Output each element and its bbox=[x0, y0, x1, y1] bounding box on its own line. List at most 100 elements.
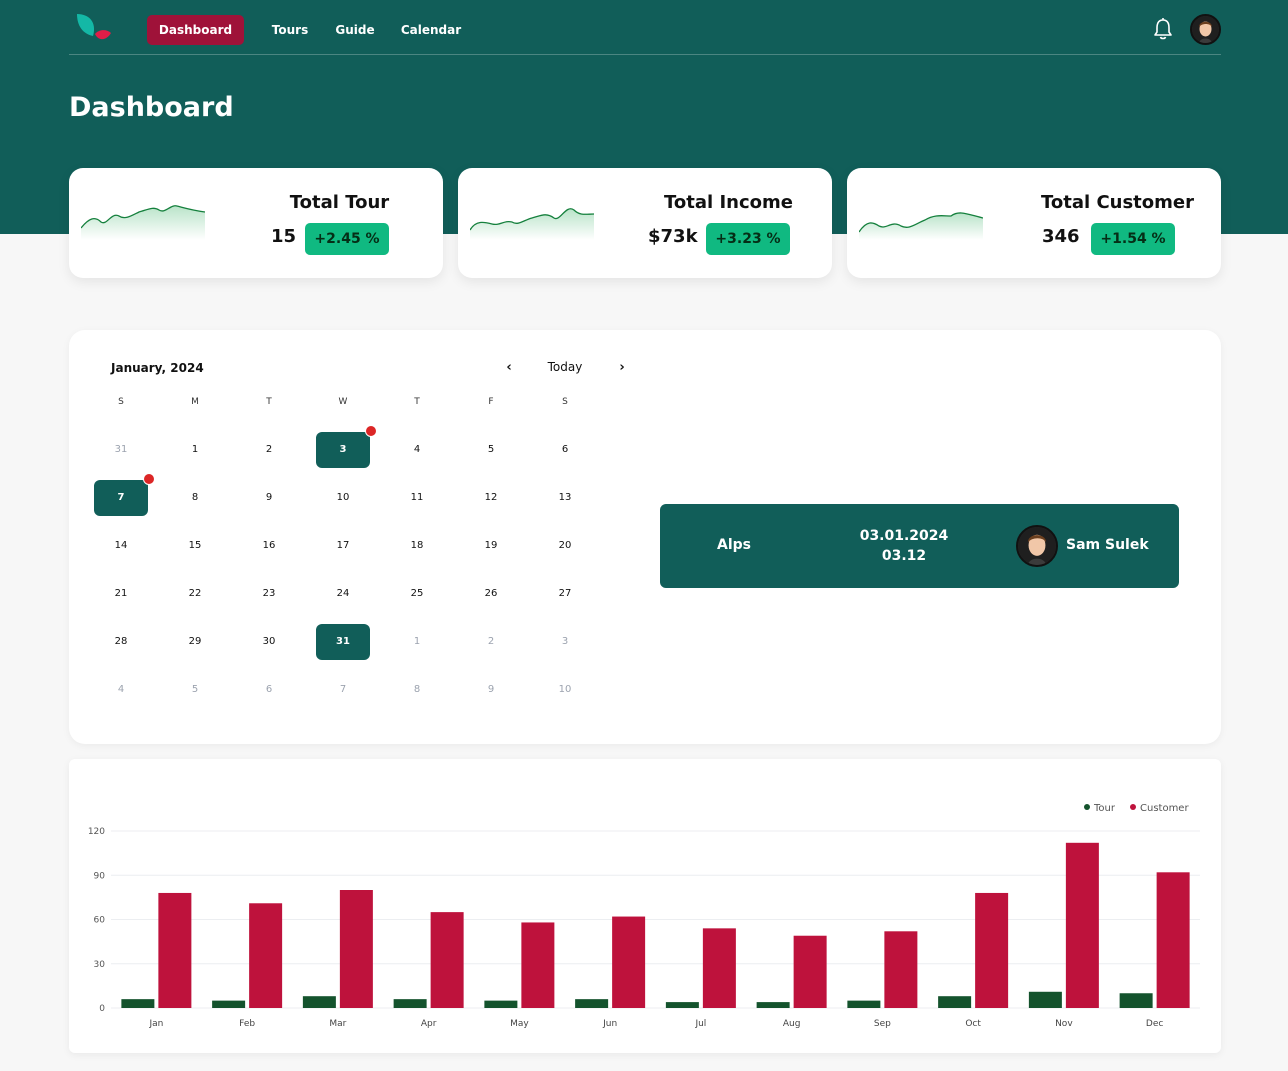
weekday-label: T bbox=[266, 397, 272, 407]
calendar-day[interactable]: 31 bbox=[114, 444, 128, 455]
event-indicator-dot bbox=[365, 425, 377, 437]
stat-change-badge: +1.54 % bbox=[1091, 223, 1175, 255]
calendar-day[interactable]: 20 bbox=[558, 540, 572, 551]
calendar-day[interactable]: 24 bbox=[336, 588, 350, 599]
y-tick-label: 120 bbox=[88, 827, 105, 837]
calendar-day[interactable]: 1 bbox=[413, 636, 421, 647]
nav-dashboard[interactable]: Dashboard bbox=[147, 15, 244, 45]
calendar-day[interactable]: 9 bbox=[265, 492, 273, 503]
bar-tour bbox=[665, 1002, 699, 1008]
calendar-day[interactable]: 6 bbox=[265, 684, 273, 695]
calendar-day[interactable]: 6 bbox=[561, 444, 569, 455]
chevron-left-icon[interactable]: ‹ bbox=[506, 360, 512, 375]
nav-tours[interactable]: Tours bbox=[271, 23, 309, 37]
page-title: Dashboard bbox=[69, 92, 234, 123]
event-datetime: 03.01.2024 03.12 bbox=[844, 526, 964, 566]
x-tick-label: Jul bbox=[694, 1019, 706, 1029]
weekday-label: S bbox=[118, 397, 124, 407]
guide-name: Sam Sulek bbox=[1066, 537, 1149, 553]
bar-customer bbox=[430, 912, 464, 1008]
calendar-day[interactable]: 31 bbox=[316, 624, 370, 660]
calendar-day[interactable]: 7 bbox=[339, 684, 347, 695]
calendar-day[interactable]: 19 bbox=[484, 540, 498, 551]
bell-icon[interactable] bbox=[1152, 17, 1174, 41]
calendar-day[interactable]: 5 bbox=[191, 684, 199, 695]
calendar-day[interactable]: 11 bbox=[410, 492, 424, 503]
calendar-day[interactable]: 17 bbox=[336, 540, 350, 551]
y-tick-label: 60 bbox=[94, 916, 106, 926]
bar-tour bbox=[302, 996, 336, 1008]
event-date: 03.01.2024 bbox=[859, 528, 949, 544]
calendar-day[interactable]: 27 bbox=[558, 588, 572, 599]
x-tick-label: Mar bbox=[329, 1019, 346, 1029]
calendar-day[interactable]: 25 bbox=[410, 588, 424, 599]
bar-customer bbox=[1065, 842, 1099, 1008]
x-tick-label: Apr bbox=[421, 1019, 437, 1029]
bar-tour bbox=[1028, 991, 1062, 1008]
calendar-day[interactable]: 26 bbox=[484, 588, 498, 599]
calendar-day[interactable]: 3 bbox=[561, 636, 569, 647]
user-avatar[interactable] bbox=[1190, 14, 1221, 45]
sparkline-chart bbox=[470, 208, 594, 240]
bar-tour bbox=[938, 996, 972, 1008]
calendar-day[interactable]: 30 bbox=[262, 636, 276, 647]
x-tick-label: Dec bbox=[1146, 1019, 1163, 1029]
chevron-right-icon[interactable]: › bbox=[619, 360, 625, 375]
top-nav: Dashboard Tours Guide Calendar bbox=[69, 0, 1221, 55]
bar-customer bbox=[158, 892, 192, 1008]
bar-customer bbox=[339, 890, 373, 1008]
bar-tour bbox=[484, 1000, 518, 1008]
nav-calendar[interactable]: Calendar bbox=[400, 23, 462, 37]
calendar-day[interactable]: 15 bbox=[188, 540, 202, 551]
calendar-day[interactable]: 10 bbox=[336, 492, 350, 503]
calendar-day[interactable]: 5 bbox=[487, 444, 495, 455]
stat-value: 346 bbox=[1042, 226, 1080, 247]
x-tick-label: May bbox=[510, 1019, 529, 1029]
weekday-label: T bbox=[414, 397, 420, 407]
x-tick-label: Feb bbox=[239, 1019, 255, 1029]
calendar-day[interactable]: 16 bbox=[262, 540, 276, 551]
calendar-day[interactable]: 1 bbox=[191, 444, 199, 455]
calendar-day[interactable]: 2 bbox=[265, 444, 273, 455]
weekday-label: F bbox=[488, 397, 494, 407]
y-tick-label: 90 bbox=[94, 871, 106, 881]
calendar-day[interactable]: 22 bbox=[188, 588, 202, 599]
event-card[interactable]: Alps 03.01.2024 03.12 Sam Sulek bbox=[660, 504, 1179, 588]
calendar-day[interactable]: 7 bbox=[94, 473, 155, 516]
x-tick-label: Sep bbox=[874, 1019, 891, 1029]
calendar-day[interactable]: 8 bbox=[191, 492, 199, 503]
bar-customer bbox=[884, 931, 918, 1008]
nav-guide[interactable]: Guide bbox=[335, 23, 375, 37]
calendar-day[interactable]: 12 bbox=[484, 492, 498, 503]
calendar-day[interactable]: 9 bbox=[487, 684, 495, 695]
x-tick-label: Nov bbox=[1055, 1019, 1073, 1029]
calendar-day[interactable]: 14 bbox=[114, 540, 128, 551]
calendar-day[interactable]: 8 bbox=[413, 684, 421, 695]
stat-title: Total Tour bbox=[289, 192, 390, 213]
legend-label: Customer bbox=[1140, 803, 1189, 814]
x-tick-label: Aug bbox=[783, 1019, 801, 1029]
calendar-day[interactable]: 28 bbox=[114, 636, 128, 647]
calendar-day[interactable]: 2 bbox=[487, 636, 495, 647]
event-time: 03.12 bbox=[881, 548, 927, 564]
event-place: Alps bbox=[717, 537, 751, 553]
calendar-day[interactable]: 10 bbox=[558, 684, 572, 695]
calendar-day[interactable]: 21 bbox=[114, 588, 128, 599]
calendar-day[interactable]: 4 bbox=[117, 684, 125, 695]
stat-change-badge: +2.45 % bbox=[305, 223, 389, 255]
calendar-day[interactable]: 18 bbox=[410, 540, 424, 551]
weekday-label: S bbox=[562, 397, 568, 407]
calendar-day[interactable]: 23 bbox=[262, 588, 276, 599]
calendar-day[interactable]: 4 bbox=[413, 444, 421, 455]
legend-marker bbox=[1084, 804, 1090, 810]
today-button[interactable]: Today bbox=[547, 360, 583, 374]
tour-customer-chart-card: 0 30 60 90 120 Jan Feb Mar Apr May Jun Jul Aug Sep Oct… bbox=[69, 759, 1221, 1053]
bar-customer bbox=[521, 922, 555, 1008]
calendar-day[interactable]: 13 bbox=[558, 492, 572, 503]
calendar-day[interactable]: 29 bbox=[188, 636, 202, 647]
calendar-day[interactable]: 3 bbox=[316, 425, 377, 468]
stat-card-total-customer: Total Customer 346 +1.54 % bbox=[847, 168, 1221, 278]
avatar-face-icon bbox=[1018, 527, 1056, 565]
bar-customer bbox=[249, 903, 283, 1008]
legend-marker bbox=[1130, 804, 1136, 810]
